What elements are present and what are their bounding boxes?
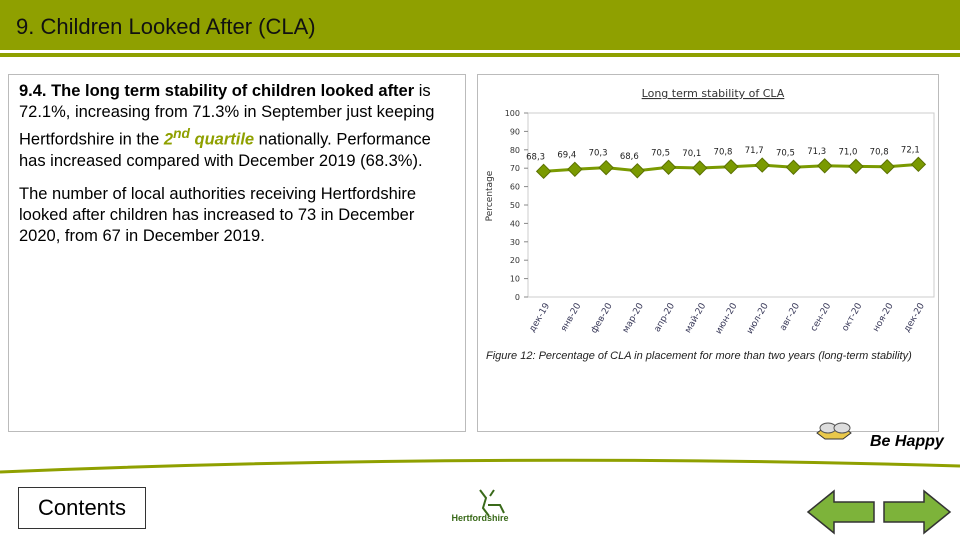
x-tick-label: мар-20 <box>621 301 646 335</box>
data-label: 71,7 <box>745 146 764 156</box>
marker <box>816 158 833 174</box>
y-tick-label: 90 <box>510 127 520 136</box>
x-tick-label: дек-19 <box>528 301 553 334</box>
x-tick-label: авг-20 <box>778 301 802 332</box>
text: quartile <box>189 130 255 149</box>
marker <box>535 163 552 180</box>
y-tick-label: 30 <box>510 238 520 247</box>
logo-icon <box>479 489 505 517</box>
marker <box>785 159 802 175</box>
marker <box>629 163 646 179</box>
header-title: 9. Children Looked After (CLA) <box>16 14 316 39</box>
x-tick-label: сен-20 <box>809 301 833 333</box>
x-tick-label: июн-20 <box>714 301 740 336</box>
data-label: 71,0 <box>838 147 857 157</box>
x-tick-label: май-20 <box>683 301 708 335</box>
chart-panel <box>477 74 939 432</box>
data-label: 71,3 <box>807 147 826 157</box>
bee-wing <box>833 422 851 434</box>
marker <box>692 160 708 176</box>
text: nd <box>173 126 190 141</box>
prev-button[interactable] <box>806 489 875 535</box>
data-label: 70,5 <box>651 148 670 158</box>
paragraph: The number of local authorities receivin… <box>19 184 417 245</box>
figure-caption: Figure 12: Percentage of CLA in placemen… <box>486 350 912 362</box>
data-label: 70,5 <box>776 148 795 158</box>
marker <box>723 159 739 175</box>
marker <box>567 161 583 178</box>
divider <box>0 458 960 474</box>
data-label: 68,3 <box>526 152 545 162</box>
data-label: 68,6 <box>620 152 639 162</box>
x-tick-label: апр-20 <box>653 301 678 334</box>
paragraph: 9.4. The long term stability of children… <box>19 81 455 172</box>
data-label: 70,8 <box>714 148 733 158</box>
x-tick-label: дек-20 <box>902 301 927 334</box>
x-tick-label: янв-20 <box>559 301 583 333</box>
y-tick-label: 40 <box>510 219 520 228</box>
contents-button[interactable]: Contents <box>18 487 146 529</box>
data-label: 70,8 <box>870 148 889 158</box>
header: 9. Children Looked After (CLA) <box>0 0 960 53</box>
marker <box>754 157 770 173</box>
y-tick-label: 20 <box>510 256 520 265</box>
y-tick-label: 70 <box>510 164 520 173</box>
marker <box>598 159 614 176</box>
y-tick-label: 0 <box>515 293 520 302</box>
x-tick-label: окт-20 <box>840 301 864 333</box>
text: 9.4. The long term stability of children… <box>19 82 415 100</box>
y-tick-label: 50 <box>510 201 520 210</box>
y-tick-label: 100 <box>505 109 520 118</box>
text: nationally. Performance has increased co… <box>19 130 431 170</box>
data-label: 70,1 <box>682 149 701 159</box>
be-happy: Be Happy <box>870 433 944 450</box>
chart-title: Long term stability of CLA <box>642 87 785 100</box>
marker <box>879 159 895 175</box>
marker <box>660 159 677 175</box>
data-label: 69,4 <box>557 150 576 160</box>
x-tick-label: фев-20 <box>589 301 614 335</box>
logo-text: Hertfordshire <box>451 513 509 523</box>
plot-area <box>527 112 935 298</box>
x-tick-label: ноя-20 <box>871 301 896 334</box>
text: 2 <box>163 130 174 149</box>
data-label: 72,1 <box>901 145 920 155</box>
text: is 72.1%, increasing from 71.3% in Septe… <box>19 82 435 149</box>
y-tick-label: 10 <box>510 275 520 284</box>
marker <box>848 158 864 175</box>
y-tick-label: 60 <box>510 183 520 192</box>
marker <box>910 156 927 173</box>
y-tick-label: 80 <box>510 146 520 155</box>
data-label: 70,3 <box>589 149 608 159</box>
text-panel: 9.4. The long term stability of children… <box>8 74 466 432</box>
x-tick-label: июл-20 <box>745 301 771 336</box>
next-button[interactable] <box>883 489 952 535</box>
y-axis-label: Percentage <box>485 170 495 221</box>
